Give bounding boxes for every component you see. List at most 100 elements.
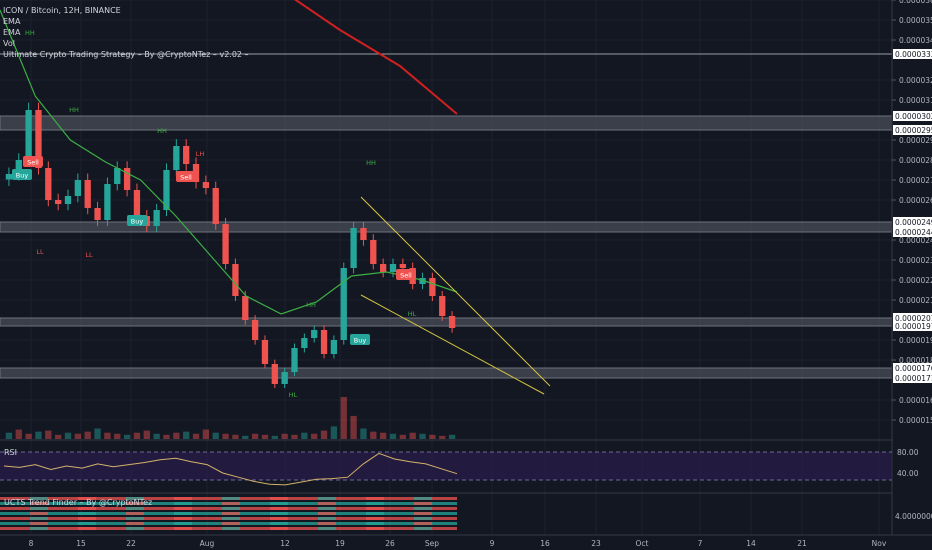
trend-segment	[414, 507, 432, 510]
signal-badge	[350, 334, 370, 345]
swing-marker: LL	[36, 248, 44, 256]
trend-segment	[30, 507, 48, 510]
trend-segment	[366, 527, 384, 530]
volume-bar	[320, 430, 328, 439]
price-tick-label: 0.00003100	[899, 96, 932, 105]
trend-segment	[126, 512, 144, 515]
trend-segment	[366, 497, 384, 500]
price-tick-label: 0.00001800	[899, 356, 932, 365]
volume-bar	[163, 434, 170, 439]
signal-label: Sell	[180, 174, 192, 182]
time-tick-label: 21	[797, 539, 807, 548]
signal-badge	[176, 171, 196, 182]
trend-segment	[270, 497, 288, 500]
volume-bar	[409, 432, 416, 439]
trend-segment	[174, 527, 192, 530]
signal-label: Buy	[354, 337, 367, 345]
time-tick-label: 14	[746, 539, 756, 548]
trend-segment	[126, 507, 144, 510]
swing-marker: HH	[69, 106, 79, 114]
candle-body	[202, 182, 210, 188]
level-price-box	[893, 111, 932, 121]
volume-bar	[45, 430, 52, 439]
candle-body	[123, 168, 131, 190]
signal-badge	[23, 156, 43, 167]
signal-badge	[127, 215, 147, 226]
swing-marker: HH	[306, 301, 316, 309]
volume-bar	[261, 434, 269, 439]
volume-bar	[94, 428, 101, 439]
trend-segment	[30, 517, 48, 520]
volume-bars	[5, 397, 456, 439]
time-tick-label: 23	[591, 539, 601, 548]
trend-segment	[30, 527, 48, 530]
trend-segment	[78, 517, 96, 520]
trend-segment	[366, 517, 384, 520]
volume-bar	[183, 431, 190, 439]
candle-body	[360, 228, 367, 240]
trend-segment	[318, 502, 336, 505]
trend-segment	[270, 517, 288, 520]
price-tick-label: 0.00001500	[899, 416, 932, 425]
signal-label: Sell	[400, 272, 412, 280]
trend-segment	[78, 512, 96, 515]
volume-bar	[419, 433, 426, 439]
volume-bar	[330, 426, 338, 439]
candle-body	[133, 190, 141, 216]
candle-body	[261, 340, 269, 364]
candle-body	[370, 240, 377, 264]
trend-segment	[174, 517, 192, 520]
trend-segment	[78, 527, 96, 530]
candle-body	[350, 228, 357, 268]
volume-bar	[173, 432, 180, 439]
candle-body	[74, 180, 82, 196]
trend-segment	[366, 502, 384, 505]
level-price-box	[893, 227, 932, 237]
level-price-box	[893, 49, 932, 59]
level-price-box	[893, 373, 932, 383]
price-tick-label: 0.00001600	[899, 396, 932, 405]
level-price-label: 0.00001970	[895, 322, 932, 331]
signal-label: Sell	[27, 159, 39, 167]
candle-body	[192, 164, 200, 182]
trend-segment	[174, 512, 192, 515]
candle-body	[163, 170, 170, 210]
trend-segment	[318, 512, 336, 515]
volume-bar	[143, 430, 150, 439]
volume-bar	[340, 397, 347, 439]
time-tick-label: 19	[335, 539, 345, 548]
rsi-lower-value: 40.00	[897, 469, 919, 478]
candle-body	[153, 210, 160, 226]
trend-segment	[318, 522, 336, 525]
trend-segment	[366, 507, 384, 510]
signal-markers: Buy Sell Buy Sell Buy Sell	[12, 156, 416, 345]
signal-label: Buy	[16, 172, 29, 180]
candle-body	[439, 296, 446, 316]
volume-bar	[311, 433, 318, 439]
volume-bar	[291, 434, 298, 439]
swing-marker: LH	[196, 150, 205, 158]
time-tick-label: 8	[29, 539, 34, 548]
price-zone	[0, 115, 893, 131]
swing-marker: HL	[408, 310, 417, 318]
volume-bar	[192, 433, 200, 439]
trend-finder-panel: UCTS Trend Finder – By @CryptoNTez 4.000…	[0, 497, 932, 530]
time-tick-label: Sep	[425, 539, 439, 548]
level-price-box	[893, 363, 932, 373]
price-tick-label: 0.00002100	[899, 296, 932, 305]
level-price-label: 0.00002490	[895, 218, 932, 227]
symbol-title: ICON / Bitcoin, 12H, BINANCE	[3, 6, 121, 15]
trend-segment	[414, 502, 432, 505]
time-tick-label: 15	[76, 539, 86, 548]
volume-bar	[153, 433, 160, 439]
candle-body	[212, 188, 219, 224]
candle-body	[104, 184, 111, 220]
level-price-box	[893, 321, 932, 331]
volume-bar	[439, 435, 446, 439]
time-tick-label: 22	[126, 539, 136, 548]
time-tick-label: Oct	[636, 539, 649, 548]
volume-bar	[74, 433, 82, 439]
price-tick-label: 0.00002800	[899, 156, 932, 165]
grid-lines	[0, 0, 892, 535]
